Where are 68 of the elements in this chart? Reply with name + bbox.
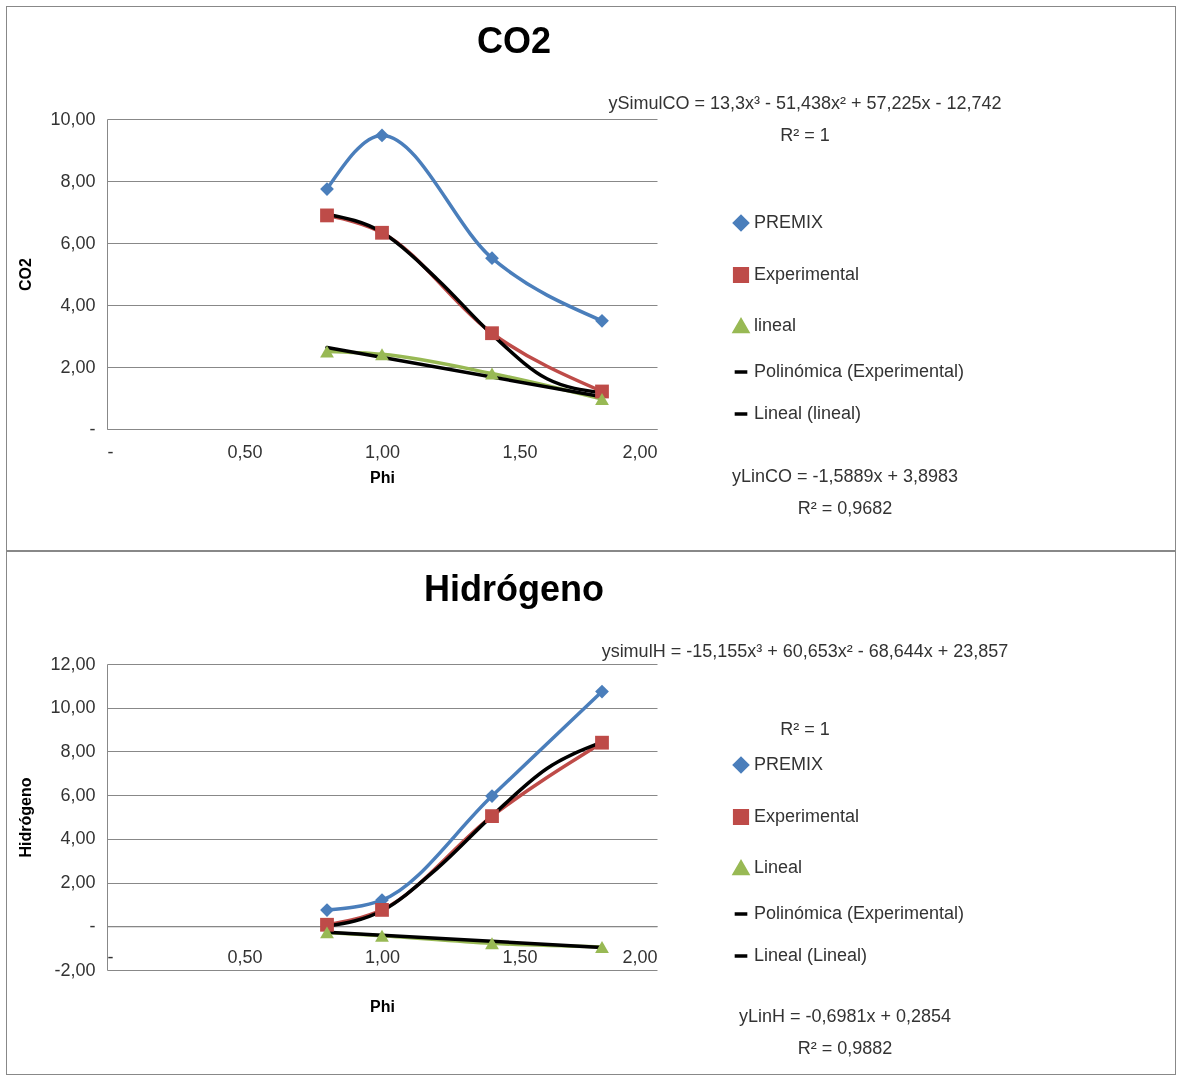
point	[375, 225, 389, 240]
point	[595, 684, 609, 699]
text: R² = 1	[780, 719, 830, 739]
chart-title: Hidrógeno	[424, 568, 604, 609]
y-tick-label: 6,00	[60, 232, 96, 253]
y-tick-label: 10,00	[50, 108, 96, 129]
x-tick-label: 1,00	[364, 946, 401, 967]
point	[485, 937, 499, 950]
point	[320, 345, 334, 358]
x-axis-title: Phi	[370, 997, 395, 1015]
x-tick-label: 1,00	[364, 441, 401, 462]
point	[320, 208, 334, 223]
text: R² = 0,9682	[797, 498, 893, 518]
x-tick-label: 1,50	[502, 441, 538, 462]
y-tick-label: -	[89, 418, 96, 439]
x-tick-label: -	[107, 441, 114, 462]
legend-label: Lineal	[754, 857, 803, 877]
legend-label: PREMIX	[754, 754, 824, 774]
legend-label: PREMIX	[754, 212, 824, 232]
legend-label: Polinómica (Experimental)	[754, 903, 965, 923]
point	[485, 809, 499, 824]
text: yLinH = -0,6981x + 0,2854	[738, 1006, 952, 1026]
legend-label: Experimental	[754, 806, 860, 826]
point	[485, 326, 499, 341]
text: yLinCO = -1,5889x + 3,8983	[731, 466, 959, 486]
point	[485, 251, 499, 266]
x-tick-label: 1,50	[502, 946, 538, 967]
chart-title: CO2	[476, 20, 552, 61]
y-axis-title: Hidrógeno	[17, 777, 35, 858]
x-tick-label: 0,50	[227, 441, 263, 462]
y-tick-label: 6,00	[60, 784, 96, 805]
legend-label: Lineal (Lineal)	[754, 945, 868, 965]
point	[320, 917, 334, 932]
y-tick-label: 2,00	[60, 872, 96, 893]
y-tick-label: -	[89, 915, 96, 936]
point	[595, 392, 609, 405]
text: R² = 1	[780, 125, 830, 145]
text: ySimulCO = 13,3x³ - 51,438x² + 57,225x - 12,742	[608, 93, 1002, 113]
point	[375, 929, 389, 942]
y-axis-title: CO2	[17, 257, 35, 291]
point	[485, 367, 499, 380]
x-axis-title: Phi	[370, 468, 395, 486]
legend-label: Polinómica (Experimental)	[754, 361, 965, 381]
x-tick-label: 2,00	[622, 441, 658, 462]
point	[375, 128, 389, 143]
point	[595, 735, 609, 750]
x-tick-label: 0,50	[227, 946, 263, 967]
point	[375, 903, 389, 917]
x-tick-label: -	[107, 946, 114, 967]
y-tick-label: 10,00	[50, 697, 96, 718]
legend-label: Lineal (lineal)	[754, 403, 862, 423]
legend-label: lineal	[754, 315, 797, 335]
legend-label: Experimental	[754, 264, 860, 284]
y-tick-label: -2,00	[54, 959, 96, 980]
y-tick-label: 2,00	[60, 356, 96, 377]
point	[375, 348, 389, 361]
text: R² = 0,9882	[797, 1038, 893, 1058]
text: ysimulH = -15,155x³ + 60,653x² - 68,644x + 23,857	[601, 641, 1009, 661]
point	[595, 941, 609, 954]
point	[320, 903, 334, 917]
y-tick-label: 12,00	[50, 653, 96, 674]
y-tick-label: 8,00	[60, 740, 96, 761]
y-tick-label: 8,00	[60, 170, 96, 191]
y-tick-label: 4,00	[60, 828, 96, 849]
point	[595, 313, 609, 328]
y-tick-label: 4,00	[60, 294, 96, 315]
point	[320, 926, 334, 939]
x-tick-label: 2,00	[622, 946, 658, 967]
